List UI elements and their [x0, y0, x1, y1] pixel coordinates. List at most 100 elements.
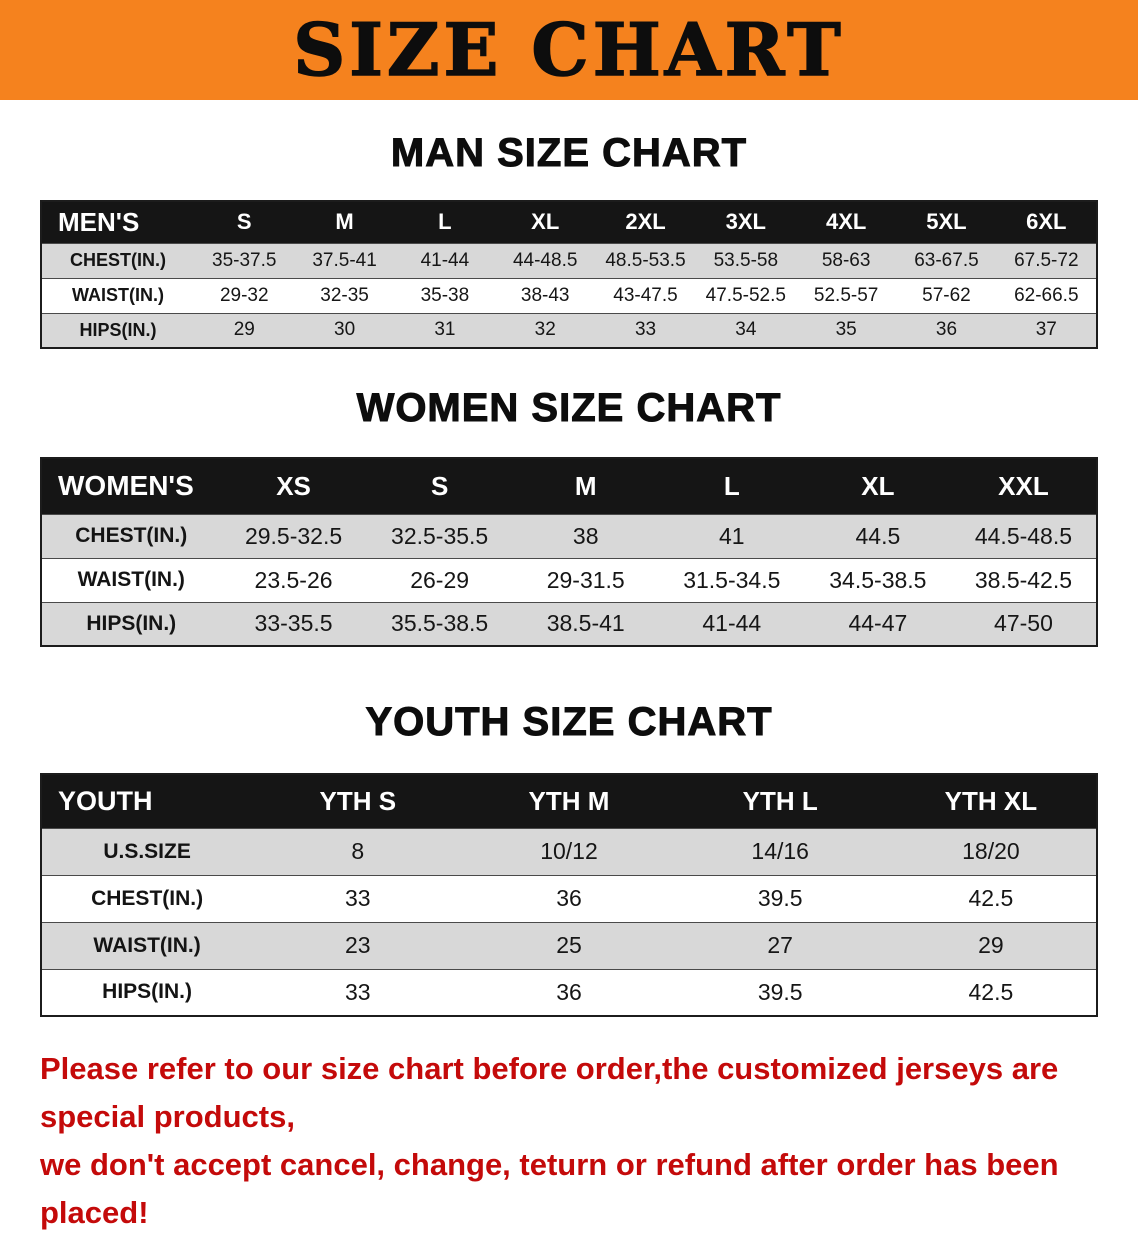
table-cell: 47.5-52.5 [705, 284, 786, 306]
column-header: XS [276, 470, 311, 501]
table-cell: 35-37.5 [212, 249, 277, 271]
table-row: CHEST(IN.) 29.5-32.5 32.5-35.5 38 41 44.5 44.5… [41, 514, 1097, 558]
column-header: XXL [998, 470, 1049, 501]
table-title-cell: WOMEN'S [58, 470, 194, 502]
table-cell: 29 [978, 932, 1004, 958]
disclaimer: Please refer to our size chart before or… [40, 1045, 1118, 1237]
row-label: CHEST(IN.) [75, 524, 188, 547]
table-cell: 18/20 [962, 838, 1020, 864]
table-row: HIPS(IN.) 29 30 31 32 33 34 35 36 37 [41, 313, 1097, 348]
table-cell: 26-29 [410, 566, 470, 593]
womens-header-row: WOMEN'S XS S M L XL XXL [41, 458, 1097, 514]
table-cell: 23 [344, 932, 371, 958]
row-label: WAIST(IN.) [77, 568, 185, 591]
table-cell: 27 [767, 932, 793, 958]
column-header: YTH XL [944, 785, 1038, 816]
table-cell: 44.5 [855, 522, 901, 549]
column-header: XL [531, 209, 560, 235]
table-cell: 25 [556, 932, 582, 958]
table-cell: 32.5-35.5 [391, 522, 489, 549]
mens-size-table: MEN'S S M L XL 2XL 3XL 4XL 5XL 6XL CHEST(IN.) 35-3… [40, 200, 1098, 349]
table-cell: 38.5-41 [546, 610, 625, 637]
table-cell: 33 [344, 978, 371, 1005]
table-row: CHEST(IN.) 35-37.5 37.5-41 41-44 44-48.5 48.5… [41, 243, 1097, 278]
table-row: CHEST(IN.) 33 36 39.5 42.5 [41, 875, 1097, 922]
table-cell: 14/16 [751, 838, 809, 864]
table-cell: 33-35.5 [254, 610, 333, 637]
table-cell: 35-38 [420, 284, 470, 306]
column-header: S [430, 470, 449, 501]
table-cell: 29.5-32.5 [244, 522, 343, 549]
youth-section-heading: YOUTH SIZE CHART [365, 700, 773, 745]
table-row: WAIST(IN.) 23.5-26 26-29 29-31.5 31.5-34.5 34… [41, 558, 1097, 602]
table-cell: 34.5-38.5 [829, 566, 927, 593]
row-label: WAIST(IN.) [72, 285, 165, 305]
table-cell: 37 [1035, 319, 1057, 341]
table-cell: 37.5-41 [312, 249, 377, 271]
womens-size-table: WOMEN'S XS S M L XL XXL CHEST(IN.) 29.5-32.5 32.… [40, 457, 1098, 647]
table-cell: 23.5-26 [254, 566, 333, 593]
column-header: L [438, 209, 452, 235]
row-label: U.S.SIZE [103, 839, 191, 863]
table-cell: 43-47.5 [613, 284, 678, 306]
table-cell: 36 [935, 319, 958, 341]
table-cell: 38.5-42.5 [974, 566, 1073, 593]
table-cell: 33 [634, 319, 657, 341]
row-label: CHEST(IN.) [70, 250, 167, 270]
table-title-cell: YOUTH [58, 785, 153, 816]
table-cell: 36 [556, 885, 582, 911]
column-header: YTH S [319, 785, 397, 816]
table-cell: 31 [434, 319, 456, 341]
table-cell: 41-44 [420, 249, 470, 271]
table-cell: 57-62 [922, 284, 971, 306]
table-cell: 63-67.5 [914, 249, 979, 271]
row-label: HIPS(IN.) [102, 980, 193, 1004]
table-cell: 62-66.5 [1014, 284, 1079, 306]
womens-table-body: CHEST(IN.) 29.5-32.5 32.5-35.5 38 41 44.5 44.5… [41, 514, 1097, 646]
table-cell: 53.5-58 [713, 249, 779, 271]
column-header: L [723, 470, 740, 501]
column-header: 4XL [825, 209, 867, 235]
disclaimer-line-2: we don't accept cancel, change, teturn o… [40, 1147, 1059, 1231]
row-label: CHEST(IN.) [91, 886, 204, 910]
column-header: 6XL [1026, 209, 1067, 235]
table-cell: 41-44 [702, 610, 762, 637]
table-row: HIPS(IN.) 33-35.5 35.5-38.5 38.5-41 41-44 44-… [41, 602, 1097, 646]
column-header: YTH L [742, 785, 818, 816]
youth-header-row: YOUTH YTH S YTH M YTH L YTH XL [41, 774, 1097, 828]
table-cell: 44.5-48.5 [974, 522, 1073, 549]
table-cell: 36 [556, 978, 582, 1005]
table-cell: 39.5 [757, 978, 803, 1005]
row-label: WAIST(IN.) [93, 933, 201, 957]
banner: SIZE CHART [0, 0, 1138, 100]
column-header: XL [861, 470, 895, 501]
men-size-section: MAN SIZE CHART MEN'S S M L XL 2XL 3XL 4XL 5XL 6XL… [0, 130, 1138, 349]
youth-table-body: U.S.SIZE 8 10/12 14/16 18/20 CHEST(IN.) 33 36 39… [41, 828, 1097, 1016]
table-cell: 30 [334, 319, 356, 341]
table-cell: 32 [534, 319, 556, 341]
table-cell: 38-43 [520, 284, 570, 306]
table-cell: 34 [735, 319, 757, 341]
table-cell: 41 [718, 522, 745, 549]
column-header: 5XL [926, 209, 967, 235]
youth-size-table: YOUTH YTH S YTH M YTH L YTH XL U.S.SIZE 8 10/1… [40, 773, 1098, 1017]
row-label: HIPS(IN.) [79, 319, 157, 340]
column-header: 2XL [625, 209, 666, 235]
table-cell: 10/12 [540, 838, 598, 864]
table-cell: 39.5 [757, 885, 803, 911]
table-cell: 29 [233, 319, 255, 341]
table-cell: 31.5-34.5 [683, 566, 781, 593]
table-cell: 8 [351, 838, 365, 864]
page-title: SIZE CHART [292, 7, 845, 92]
table-cell: 35 [835, 319, 857, 341]
table-cell: 44-47 [848, 610, 908, 637]
women-section-heading: WOMEN SIZE CHART [356, 386, 782, 431]
table-cell: 47-50 [994, 610, 1053, 637]
table-row: HIPS(IN.) 33 36 39.5 42.5 [41, 969, 1097, 1016]
table-row: WAIST(IN.) 23 25 27 29 [41, 922, 1097, 969]
table-title-cell: MEN'S [58, 206, 140, 237]
table-cell: 29-31.5 [546, 566, 625, 593]
women-size-section: WOMEN SIZE CHART WOMEN'S XS S M L XL XXL CHEST… [0, 385, 1138, 647]
table-cell: 42.5 [968, 885, 1014, 911]
